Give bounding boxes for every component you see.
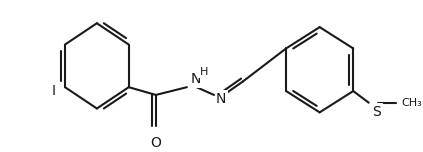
Text: N: N xyxy=(191,73,201,86)
Text: S: S xyxy=(373,105,382,119)
Text: CH₃: CH₃ xyxy=(402,98,423,108)
Text: H: H xyxy=(200,67,208,77)
Text: I: I xyxy=(51,84,55,98)
Text: N: N xyxy=(216,92,226,106)
Text: O: O xyxy=(151,136,161,150)
